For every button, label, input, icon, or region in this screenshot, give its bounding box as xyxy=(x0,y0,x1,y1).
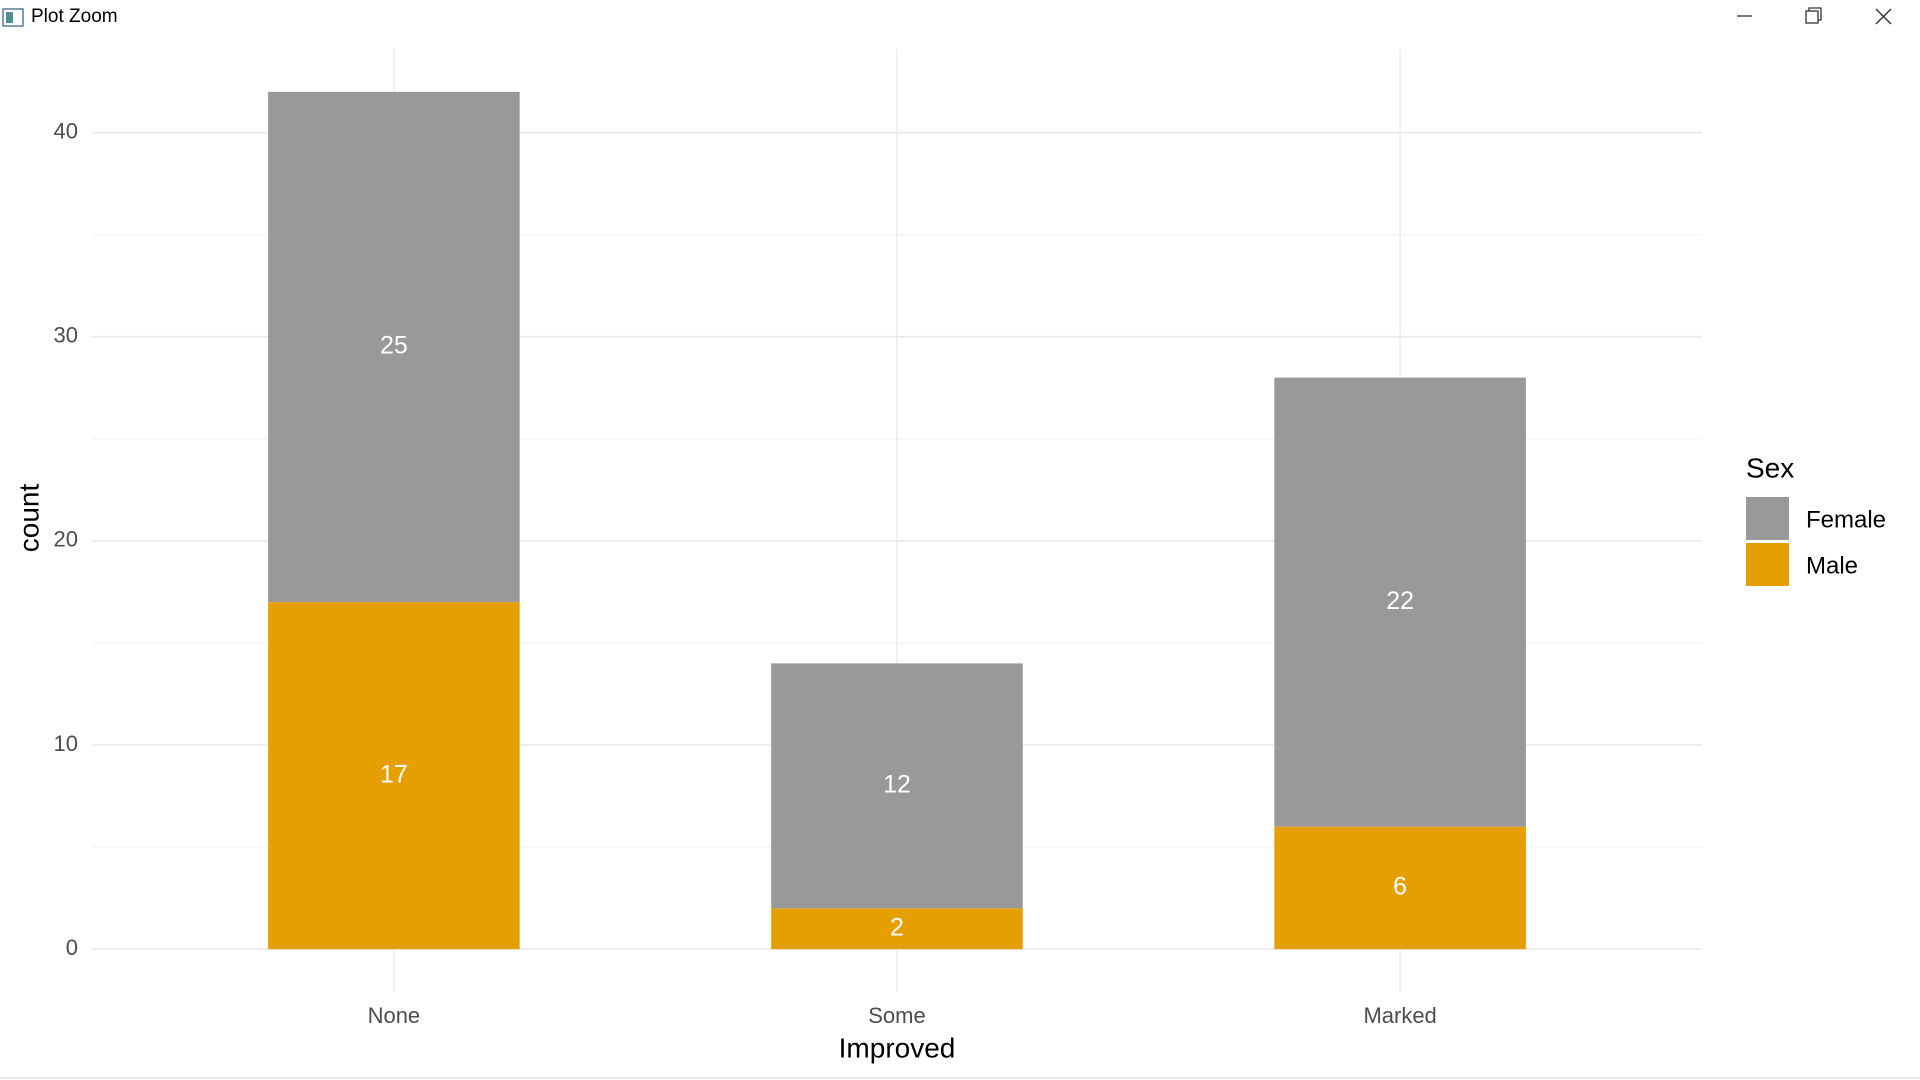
y-axis-title: count xyxy=(13,484,44,553)
x-axis-title: Improved xyxy=(839,1032,956,1063)
data-label: 12 xyxy=(883,770,911,798)
data-label: 25 xyxy=(380,332,408,360)
y-tick-label: 0 xyxy=(66,935,78,960)
y-tick-label: 30 xyxy=(54,323,78,348)
close-icon xyxy=(1875,8,1892,25)
restore-icon xyxy=(1805,10,1819,24)
bar-segment xyxy=(1274,826,1526,950)
x-tick-label: Marked xyxy=(1363,1003,1436,1028)
data-label: 17 xyxy=(380,760,408,788)
close-button[interactable] xyxy=(1875,8,1892,25)
legend-title: Sex xyxy=(1746,452,1794,483)
bar-segment xyxy=(268,91,520,603)
restore-icon xyxy=(1808,7,1822,21)
app-icon-part xyxy=(6,12,13,23)
legend-key xyxy=(1746,497,1789,540)
data-label: 2 xyxy=(890,913,904,941)
window-title: Plot Zoom xyxy=(31,6,118,27)
legend: Sex Female Male xyxy=(1746,452,1886,586)
y-tick-label: 10 xyxy=(54,731,78,756)
bar-segment xyxy=(771,908,1023,950)
legend-label: Female xyxy=(1806,506,1886,533)
bar-segment xyxy=(771,663,1023,909)
data-label: 22 xyxy=(1386,587,1414,615)
chart: 0 10 20 30 40 None 17 25 Some 2 12 Marked 6 22 Improve… xyxy=(13,49,1886,1063)
bar-segment xyxy=(1274,377,1526,827)
restore-button[interactable] xyxy=(1805,7,1822,24)
bar-segment xyxy=(268,602,520,950)
title-bar: Plot Zoom xyxy=(2,6,1892,27)
x-tick-label: Some xyxy=(868,1003,925,1028)
legend-key xyxy=(1746,543,1789,586)
y-tick-label: 20 xyxy=(54,527,78,552)
data-label: 6 xyxy=(1393,873,1407,901)
y-tick-label: 40 xyxy=(54,118,78,143)
x-tick-label: None xyxy=(368,1003,421,1028)
legend-label: Male xyxy=(1806,552,1858,579)
